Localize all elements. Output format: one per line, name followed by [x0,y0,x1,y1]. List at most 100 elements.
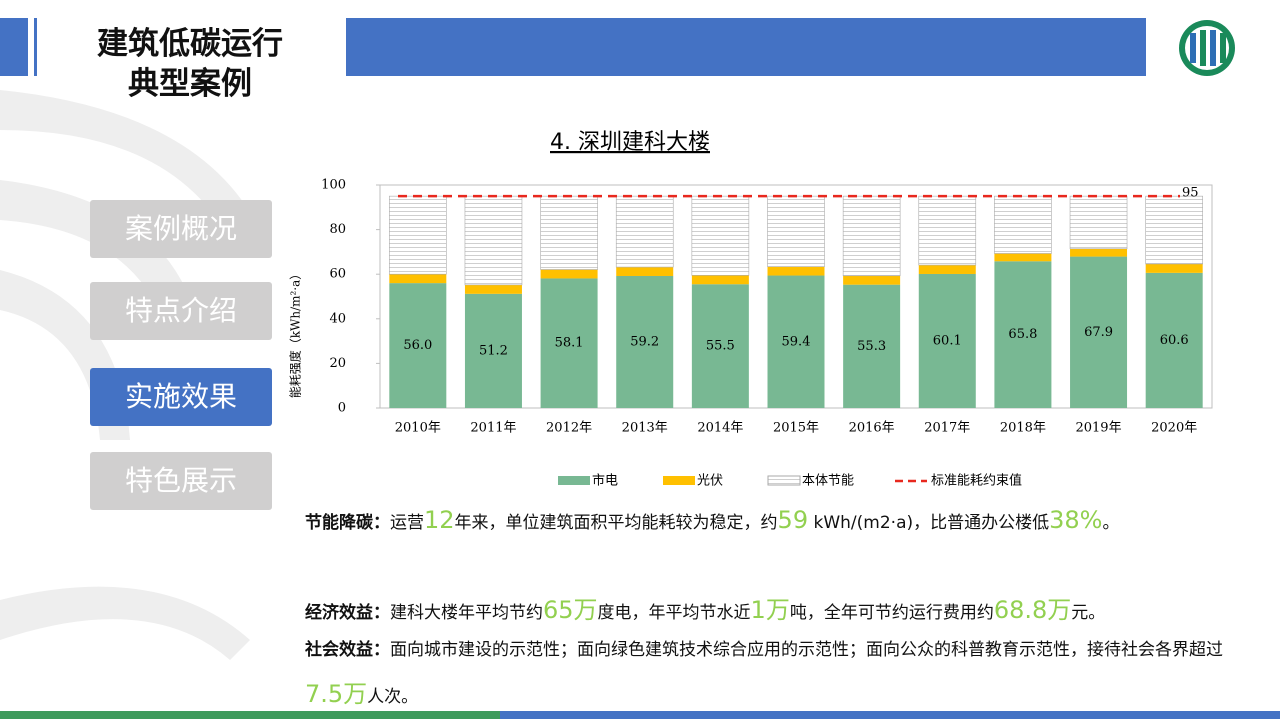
y-axis-label: 能耗强度（kWh/m²·a） [288,268,303,399]
bar-segment [616,267,674,276]
x-tick-label: 2017年 [924,421,970,436]
data-label: 55.5 [706,339,735,354]
bar-segment [994,261,1052,408]
highlight: 7.5万 [305,680,368,708]
text: 吨，全年可节约运行费用约 [789,603,994,623]
text: 建科大楼年平均节约 [390,603,543,623]
data-label: 67.9 [1084,325,1113,340]
bar-segment [1070,248,1128,257]
text: 运营 [390,513,424,533]
y-tick-label: 60 [329,267,346,282]
data-label: 51.2 [479,343,508,358]
x-tick-label: 2013年 [622,421,668,436]
highlight: 59 [777,506,809,534]
bar-segment [843,275,901,285]
y-tick-label: 20 [329,356,346,371]
x-tick-label: 2018年 [1000,421,1046,436]
paragraph-label: 节能降碳： [305,513,390,533]
menu-item[interactable]: 特点介绍 [90,282,272,340]
bar-segment [389,195,447,275]
bar-segment [767,266,825,276]
data-label: 59.4 [782,334,811,349]
bar-segment [464,284,522,294]
data-label: 55.3 [857,339,886,354]
bar-segment [1069,195,1128,250]
legend-label: 光伏 [697,474,723,489]
bar-segment [994,195,1052,254]
data-label: 59.2 [630,334,659,349]
x-tick-label: 2016年 [849,421,895,436]
data-label: 65.8 [1008,327,1037,342]
title-line: 建筑低碳运行 [97,26,283,62]
y-tick-label: 80 [329,222,346,237]
legend-label: 本体节能 [802,474,854,489]
y-tick-label: 0 [338,401,346,416]
bar-segment [464,293,522,408]
data-label: 56.0 [403,338,432,353]
data-label: 58.1 [555,336,584,351]
reference-label: 95 [1182,186,1199,201]
x-tick-label: 2012年 [546,421,592,436]
paragraph: 节能降碳：运营12年来，单位建筑面积平均能耗较为稳定，约59 kWh/(m2·a… [305,498,1235,545]
legend-label: 市电 [592,473,618,489]
legend-swatch [663,476,695,485]
paragraph: 经济效益：建科大楼年平均节约65万度电，年平均节水近1万吨，全年可节约运行费用约… [305,588,1235,635]
text: 。 [1102,513,1120,533]
x-tick-label: 2011年 [470,421,516,436]
paragraph: 社会效益：面向城市建设的示范性；面向绿色建筑技术综合应用的示范性；面向公众的科普… [305,628,1235,719]
bar-segment [1145,263,1203,273]
bar-segment [918,265,976,274]
x-tick-label: 2010年 [395,421,441,436]
menu-item[interactable]: 案例概况 [90,200,272,258]
text: 年来，单位建筑面积平均能耗较为稳定，约 [454,513,778,533]
data-label: 60.1 [933,333,962,348]
bar-segment [918,195,977,266]
title-line: 典型案例 [128,66,252,102]
legend-swatch [767,475,801,486]
text: 面向城市建设的示范性；面向绿色建筑技术综合应用的示范性；面向公众的科普教育示范性… [390,640,1223,660]
highlight: 68.8万 [993,596,1072,624]
legend-label: 标准能耗约束值 [931,473,1022,489]
text: 元。 [1071,603,1106,623]
bar-segment [767,195,825,267]
legend-swatch [558,476,590,485]
data-label: 60.6 [1160,333,1189,348]
bar-segment [540,195,598,270]
x-tick-label: 2019年 [1075,421,1121,436]
bar-segment [691,284,749,408]
bar-segment [389,283,447,408]
highlight: 65万 [543,596,598,624]
bar-segment [767,275,825,408]
chart-title: 4. 深圳建科大楼 [550,130,710,155]
x-tick-label: 2020年 [1151,421,1197,436]
slide-title: 建筑低碳运行 典型案例 [60,24,320,104]
menu-item[interactable]: 特色展示 [90,452,272,510]
x-tick-label: 2014年 [697,421,743,436]
y-tick-label: 100 [321,178,346,193]
bar-segment [540,278,598,408]
bar-segment [615,195,674,268]
text: kWh/(m2·a)，比普通办公楼低 [808,513,1050,533]
bar-segment [389,274,447,284]
bar-segment [1145,272,1203,408]
bar-segment [842,195,901,277]
bar-segment [691,195,750,276]
bar-segment [843,284,901,408]
bar-segment [616,275,674,408]
paragraph-label: 社会效益： [305,640,390,660]
highlight: 12 [424,506,455,534]
bar-segment [464,195,523,286]
bar-segment [691,275,749,285]
text: 人次。 [367,687,419,707]
bar-segment [1070,256,1128,408]
bar-segment [1145,195,1203,265]
highlight: 38% [1049,506,1103,534]
y-tick-label: 40 [329,311,346,326]
paragraph-label: 经济效益： [305,603,390,623]
bar-segment [918,273,976,408]
menu-item[interactable]: 实施效果 [90,368,272,426]
text: 度电，年平均节水近 [597,603,751,623]
highlight: 1万 [750,596,790,624]
